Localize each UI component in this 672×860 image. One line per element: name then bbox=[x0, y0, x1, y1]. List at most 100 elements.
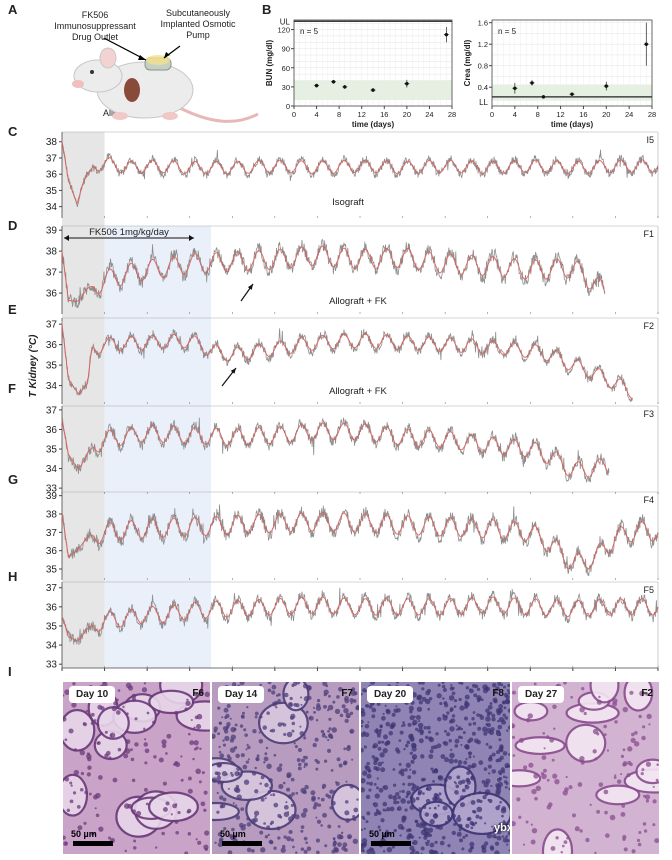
cell-nucleus bbox=[76, 805, 81, 809]
cell-nucleus bbox=[401, 815, 407, 821]
cell-nucleus bbox=[279, 815, 283, 819]
cell-nucleus bbox=[453, 698, 458, 703]
cell-nucleus bbox=[425, 841, 428, 844]
y-axis-label: Crea (mg/dl) bbox=[463, 39, 472, 86]
cell-nucleus bbox=[367, 721, 370, 724]
cell-nucleus bbox=[79, 787, 84, 792]
cell-nucleus bbox=[455, 784, 460, 789]
cell-nucleus bbox=[469, 820, 474, 826]
cell-nucleus bbox=[271, 684, 277, 690]
cell-nucleus bbox=[417, 722, 424, 729]
cell-nucleus bbox=[393, 795, 396, 798]
cell-nucleus bbox=[464, 833, 469, 838]
cell-nucleus bbox=[361, 787, 366, 793]
cell-nucleus bbox=[187, 832, 192, 836]
cell-nucleus bbox=[609, 814, 616, 821]
cell-nucleus bbox=[470, 826, 474, 830]
cell-nucleus bbox=[420, 729, 425, 734]
cell-nucleus bbox=[194, 692, 199, 697]
cell-nucleus bbox=[305, 710, 309, 714]
cell-nucleus bbox=[380, 818, 385, 823]
cell-nucleus bbox=[290, 838, 295, 842]
cell-nucleus bbox=[527, 713, 533, 719]
cell-nucleus bbox=[270, 793, 273, 797]
cell-nucleus bbox=[378, 828, 382, 832]
cell-nucleus bbox=[317, 797, 320, 800]
cell-nucleus bbox=[499, 800, 502, 804]
cell-nucleus bbox=[530, 823, 533, 826]
cell-nucleus bbox=[239, 822, 244, 828]
y-tick-label: 37 bbox=[46, 405, 58, 416]
cell-nucleus bbox=[384, 704, 387, 707]
cell-nucleus bbox=[633, 731, 638, 735]
cell-nucleus bbox=[449, 686, 454, 691]
cell-nucleus bbox=[489, 711, 493, 715]
cell-nucleus bbox=[126, 712, 129, 716]
cell-nucleus bbox=[512, 735, 516, 739]
cell-nucleus bbox=[231, 773, 234, 777]
cell-nucleus bbox=[267, 790, 272, 794]
cell-nucleus bbox=[69, 799, 74, 804]
cell-nucleus bbox=[568, 785, 573, 790]
cell-nucleus bbox=[254, 789, 259, 794]
cell-nucleus bbox=[644, 794, 651, 800]
cell-nucleus bbox=[495, 707, 502, 714]
cell-nucleus bbox=[377, 811, 382, 816]
cell-nucleus bbox=[239, 682, 245, 686]
cell-nucleus bbox=[63, 835, 66, 840]
cell-nucleus bbox=[381, 740, 385, 744]
x-tick-label: 4 bbox=[314, 110, 318, 119]
cell-nucleus bbox=[331, 849, 336, 854]
cell-nucleus bbox=[489, 702, 493, 705]
cell-nucleus bbox=[243, 824, 247, 827]
histology-texture bbox=[361, 682, 510, 854]
cell-nucleus bbox=[187, 776, 192, 781]
cell-nucleus bbox=[497, 720, 500, 723]
x-tick-label: 24 bbox=[625, 110, 633, 119]
cell-nucleus bbox=[613, 776, 617, 779]
cell-nucleus bbox=[447, 843, 451, 848]
cell-nucleus bbox=[620, 754, 625, 759]
y-tick-label: 37 bbox=[46, 153, 58, 164]
cell-nucleus bbox=[327, 738, 330, 742]
cell-nucleus bbox=[382, 748, 388, 754]
smoothed-temperature-trace bbox=[61, 596, 659, 641]
cell-nucleus bbox=[64, 738, 68, 742]
cell-nucleus bbox=[395, 791, 400, 797]
cell-nucleus bbox=[497, 724, 503, 730]
cell-nucleus bbox=[294, 814, 300, 820]
cell-nucleus bbox=[323, 759, 328, 763]
cell-nucleus bbox=[562, 790, 568, 796]
cell-nucleus bbox=[376, 786, 379, 790]
cell-nucleus bbox=[66, 808, 71, 813]
cell-nucleus bbox=[315, 816, 318, 819]
arrow-head bbox=[247, 284, 253, 290]
cell-nucleus bbox=[347, 715, 350, 719]
cell-nucleus bbox=[263, 756, 269, 762]
cell-nucleus bbox=[289, 715, 295, 720]
panel-letter-c: C bbox=[8, 124, 18, 139]
cell-nucleus bbox=[204, 847, 208, 851]
cell-nucleus bbox=[217, 706, 221, 710]
cell-nucleus bbox=[512, 820, 516, 827]
cell-nucleus bbox=[144, 748, 150, 754]
cell-nucleus bbox=[73, 748, 78, 752]
cell-nucleus bbox=[311, 795, 316, 801]
cell-nucleus bbox=[398, 739, 402, 742]
cell-nucleus bbox=[98, 826, 104, 832]
cell-nucleus bbox=[365, 820, 369, 824]
cell-nucleus bbox=[636, 838, 641, 843]
cell-nucleus bbox=[430, 767, 434, 771]
cell-nucleus bbox=[322, 812, 327, 818]
cell-nucleus bbox=[468, 848, 473, 853]
plot-frame bbox=[293, 19, 453, 107]
cell-nucleus bbox=[554, 778, 560, 785]
cell-nucleus bbox=[432, 796, 438, 802]
cell-nucleus bbox=[141, 687, 148, 693]
cell-nucleus bbox=[412, 839, 418, 846]
cell-nucleus bbox=[247, 758, 250, 761]
cell-nucleus bbox=[264, 782, 269, 788]
cell-nucleus bbox=[303, 696, 310, 702]
cell-nucleus bbox=[464, 784, 468, 787]
cell-nucleus bbox=[341, 704, 346, 709]
